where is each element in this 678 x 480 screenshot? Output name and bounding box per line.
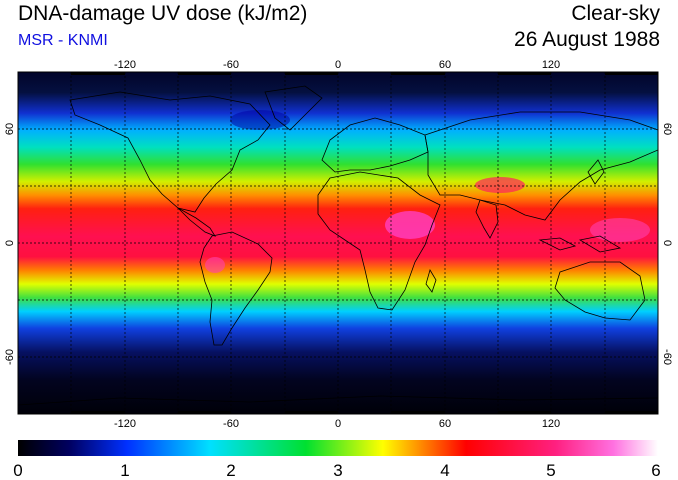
date-label: 26 August 1988	[514, 28, 660, 51]
frame-ticks	[71, 72, 658, 414]
lat-labels-right: 60 0 -60	[661, 123, 673, 365]
lon-label: -60	[223, 418, 239, 430]
lat-labels-left: 60 0 -60	[4, 123, 16, 365]
lon-label: 60	[439, 59, 451, 71]
lon-labels-top: -120 -60 0 60 120	[114, 59, 560, 71]
coastlines	[18, 85, 658, 406]
lon-label: -120	[114, 59, 136, 71]
lon-label: -60	[223, 59, 239, 71]
lat-label: -60	[4, 349, 16, 365]
lat-label: 0	[4, 240, 16, 246]
lat-label: 60	[4, 123, 16, 135]
graticule	[18, 72, 658, 414]
lon-label: 0	[335, 418, 341, 430]
colorbar	[18, 440, 658, 456]
colorbar-tick-label: 4	[440, 461, 449, 480]
lon-label: 60	[439, 418, 451, 430]
lon-labels-bottom: -120 -60 0 60 120	[114, 418, 560, 430]
lon-label: 120	[542, 418, 560, 430]
lat-label: 0	[661, 240, 673, 246]
colorbar-tick-label: 5	[546, 461, 555, 480]
colorbar-tick-label: 1	[120, 461, 129, 480]
map-subtitle: MSR - KNMI	[18, 32, 108, 49]
lon-label: 0	[335, 59, 341, 71]
lat-label: -60	[661, 349, 673, 365]
map-title: DNA-damage UV dose (kJ/m2)	[18, 2, 308, 25]
lat-label: 60	[661, 123, 673, 135]
colorbar-labels: 0 1 2 3 4 5 6	[13, 461, 660, 480]
sky-condition-label: Clear-sky	[571, 2, 660, 25]
colorbar-tick-label: 2	[226, 461, 235, 480]
colorbar-tick-label: 6	[651, 461, 660, 480]
lon-label: 120	[542, 59, 560, 71]
colorbar-tick-label: 3	[333, 461, 342, 480]
lon-label: -120	[114, 418, 136, 430]
colorbar-tick-label: 0	[13, 461, 22, 480]
